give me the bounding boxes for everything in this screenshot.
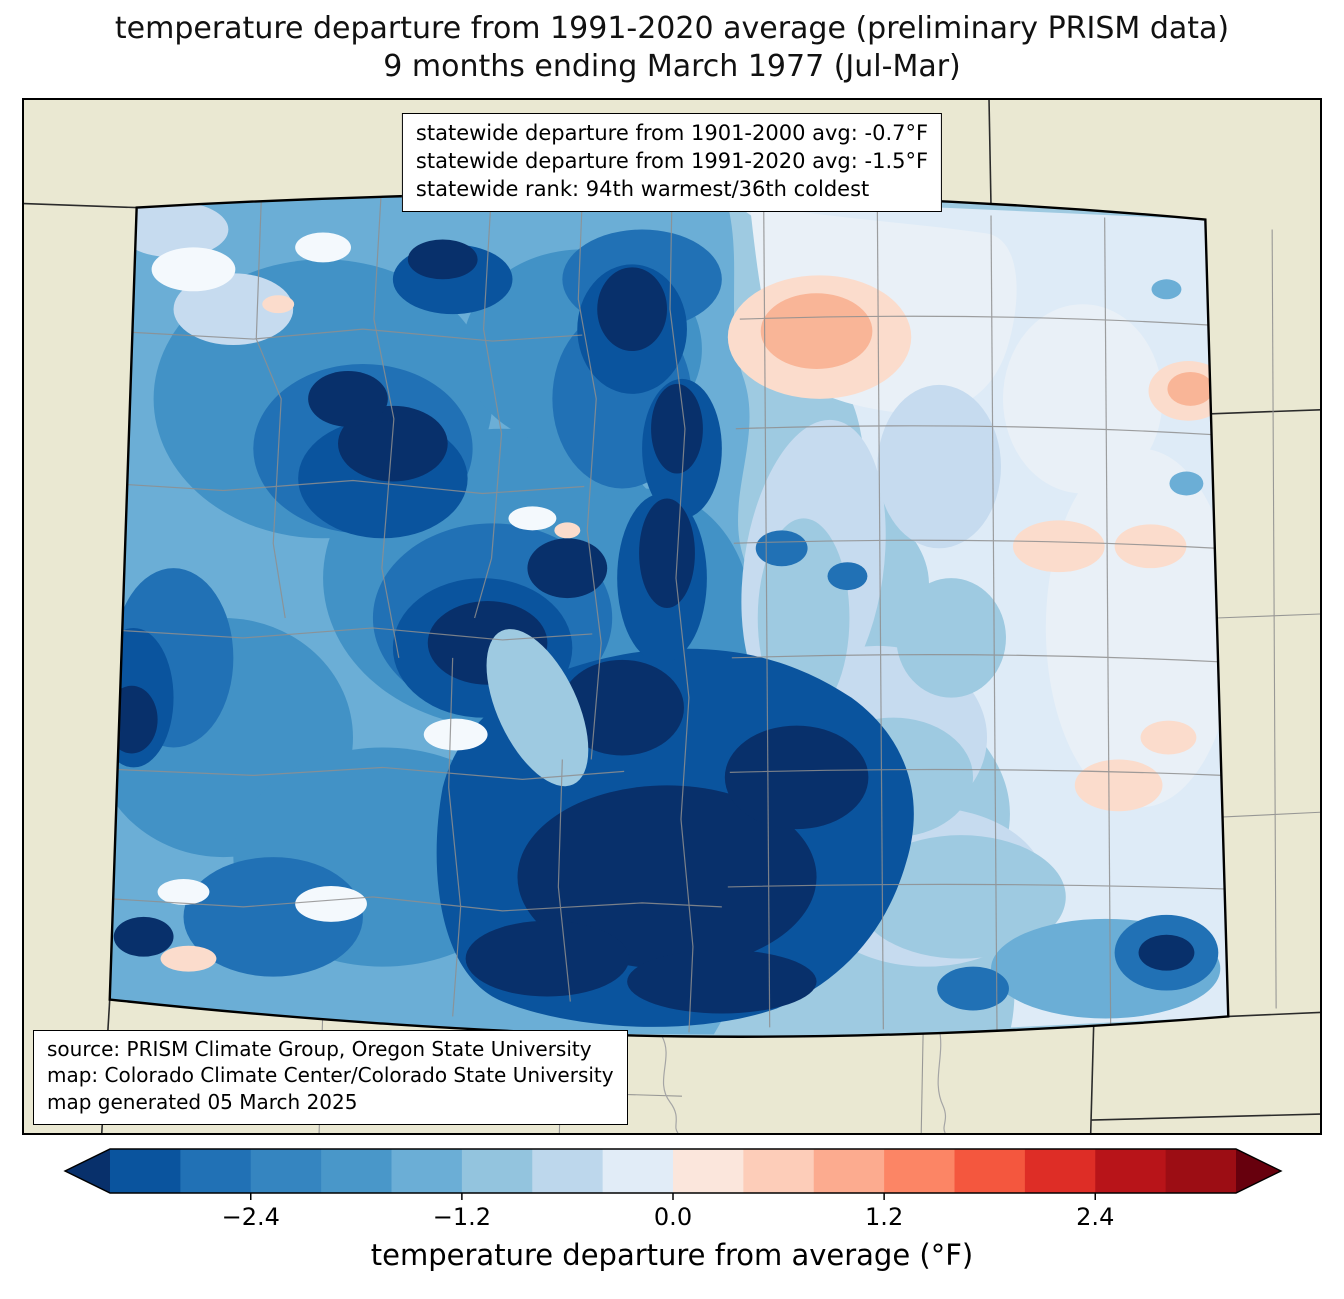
- colorbar-tick-marks: [250, 1193, 1096, 1200]
- river-lines: [661, 1028, 947, 1133]
- colorbar-tick-labels: −2.4 −1.2 0.0 1.2 2.4: [22, 1203, 1322, 1233]
- stats-line-2: statewide departure from 1991-2020 avg: …: [415, 149, 929, 174]
- colorbar: [63, 1148, 1283, 1200]
- colorbar-outline: [63, 1148, 1283, 1194]
- temperature-field: [109, 193, 1229, 1037]
- title-line-1: temperature departure from 1991-2020 ave…: [114, 11, 1230, 46]
- colorbar-tick-label: 1.2: [865, 1203, 904, 1231]
- stats-line-3: statewide rank: 94th warmest/36th coldes…: [415, 177, 870, 202]
- colorbar-tick-label: 0.0: [653, 1203, 693, 1231]
- source-line-2: map: Colorado Climate Center/Colorado St…: [47, 1063, 614, 1088]
- colorbar-tick-label: −2.4: [221, 1203, 280, 1231]
- stats-line-1: statewide departure from 1901-2000 avg: …: [415, 121, 929, 145]
- colorbar-axis-label: temperature departure from average (°F): [370, 1238, 974, 1272]
- colorbar-under-arrow: [65, 1149, 110, 1193]
- title-line-2: 9 months ending March 1977 (Jul-Mar): [383, 49, 961, 85]
- county-boundaries: [109, 195, 1225, 1033]
- colorbar-tick-label: −1.2: [432, 1203, 492, 1231]
- map-axes: statewide departure from 1901-2000 avg: …: [22, 98, 1322, 1135]
- source-line-3: map generated 05 March 2025: [47, 1090, 358, 1115]
- colorado-map: [24, 100, 1320, 1133]
- colorbar-tick-label: 2.4: [1076, 1203, 1115, 1231]
- colorbar-over-arrow: [1236, 1149, 1281, 1193]
- figure-title: temperature departure from 1991-2020 ave…: [0, 10, 1344, 87]
- colorbar-segments: [110, 1149, 1237, 1193]
- source-line-1: source: PRISM Climate Group, Oregon Stat…: [47, 1036, 592, 1061]
- source-credit-box: source: PRISM Climate Group, Oregon Stat…: [33, 1029, 628, 1125]
- statewide-stats-box: statewide departure from 1901-2000 avg: …: [401, 113, 943, 213]
